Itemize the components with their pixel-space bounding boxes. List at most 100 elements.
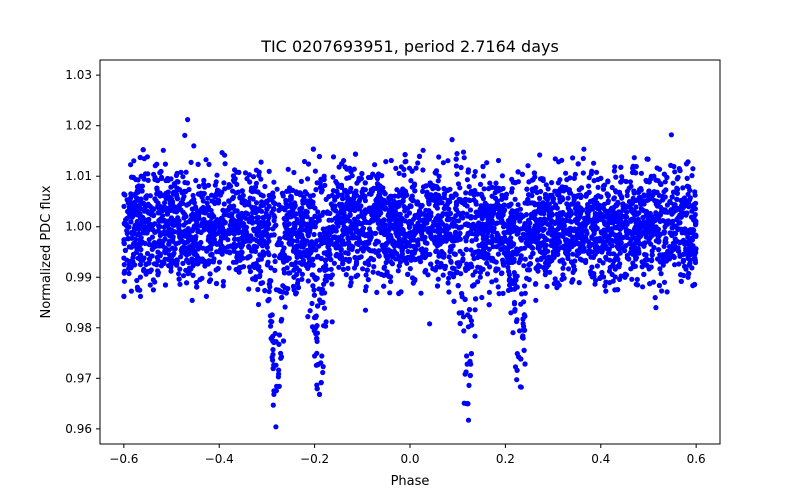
data-point bbox=[203, 220, 209, 226]
data-point bbox=[593, 194, 599, 200]
data-point bbox=[477, 181, 484, 187]
data-point bbox=[505, 287, 512, 293]
data-point bbox=[560, 220, 566, 226]
data-point bbox=[547, 259, 553, 265]
data-point bbox=[157, 206, 163, 212]
data-point bbox=[453, 202, 460, 208]
data-point bbox=[242, 170, 249, 176]
data-point bbox=[265, 298, 271, 304]
data-point bbox=[420, 188, 426, 194]
data-point bbox=[527, 220, 533, 226]
data-point bbox=[453, 229, 459, 236]
data-point bbox=[489, 279, 495, 285]
data-point bbox=[687, 260, 693, 266]
data-point bbox=[383, 159, 389, 165]
data-point bbox=[319, 187, 325, 193]
data-point bbox=[280, 283, 286, 289]
data-point bbox=[640, 224, 646, 230]
data-point bbox=[648, 241, 654, 247]
data-point bbox=[468, 318, 474, 324]
data-point bbox=[198, 239, 204, 246]
data-point bbox=[649, 252, 655, 258]
data-point bbox=[408, 178, 414, 184]
data-point bbox=[291, 274, 297, 280]
data-point bbox=[128, 162, 134, 168]
data-point bbox=[603, 279, 609, 285]
data-point bbox=[459, 291, 465, 297]
data-point bbox=[231, 217, 237, 223]
data-point bbox=[314, 275, 320, 281]
data-point bbox=[127, 195, 134, 201]
data-point bbox=[374, 176, 381, 182]
data-point bbox=[557, 186, 564, 192]
data-point bbox=[174, 179, 180, 185]
data-point bbox=[569, 201, 575, 207]
data-point bbox=[255, 301, 262, 308]
data-point bbox=[216, 188, 222, 194]
data-point bbox=[233, 190, 239, 196]
data-point bbox=[177, 266, 183, 272]
data-point bbox=[340, 240, 346, 247]
data-point bbox=[121, 278, 127, 284]
data-point bbox=[527, 234, 533, 240]
data-point bbox=[382, 249, 388, 255]
data-point bbox=[311, 292, 317, 298]
data-point bbox=[221, 212, 227, 218]
data-point bbox=[206, 212, 212, 219]
data-point bbox=[543, 182, 549, 188]
data-point bbox=[549, 180, 555, 186]
data-point bbox=[583, 259, 589, 265]
data-point bbox=[371, 264, 377, 270]
data-point bbox=[513, 318, 520, 325]
data-point bbox=[316, 391, 323, 397]
data-point bbox=[530, 188, 536, 194]
data-point bbox=[464, 177, 470, 183]
data-point bbox=[314, 323, 320, 329]
data-point bbox=[534, 230, 540, 236]
data-point bbox=[631, 155, 637, 161]
data-point bbox=[375, 270, 381, 276]
data-point bbox=[277, 288, 283, 294]
data-point bbox=[467, 222, 473, 228]
data-point bbox=[544, 283, 550, 289]
data-point bbox=[150, 212, 156, 219]
data-point bbox=[643, 252, 649, 258]
data-point bbox=[630, 165, 636, 171]
data-point bbox=[508, 310, 514, 316]
data-point bbox=[398, 200, 405, 206]
data-point bbox=[649, 248, 655, 254]
data-point bbox=[184, 180, 191, 186]
data-point bbox=[294, 244, 300, 250]
data-point bbox=[203, 293, 209, 299]
data-point bbox=[653, 177, 659, 183]
data-point bbox=[200, 245, 206, 251]
data-point bbox=[143, 219, 149, 225]
data-point bbox=[635, 282, 641, 288]
data-point bbox=[231, 178, 237, 185]
data-point bbox=[544, 196, 550, 202]
data-point bbox=[558, 195, 564, 201]
data-point bbox=[270, 357, 276, 363]
data-point bbox=[631, 229, 638, 235]
data-point bbox=[542, 272, 548, 278]
data-point bbox=[545, 186, 551, 192]
data-point bbox=[188, 159, 194, 165]
data-point bbox=[382, 206, 388, 212]
data-point bbox=[567, 175, 573, 181]
data-point bbox=[290, 238, 296, 244]
data-point bbox=[649, 214, 655, 220]
data-point bbox=[684, 198, 690, 204]
data-point bbox=[169, 227, 175, 234]
data-point bbox=[614, 224, 620, 230]
data-point bbox=[317, 267, 323, 273]
data-point bbox=[487, 223, 493, 229]
data-point bbox=[398, 289, 404, 295]
data-point bbox=[175, 215, 181, 221]
data-point bbox=[657, 204, 664, 210]
data-point bbox=[514, 377, 520, 383]
data-point bbox=[476, 220, 482, 226]
data-point bbox=[550, 195, 556, 202]
data-point bbox=[377, 201, 383, 208]
data-point bbox=[207, 245, 213, 251]
data-point bbox=[455, 283, 461, 289]
